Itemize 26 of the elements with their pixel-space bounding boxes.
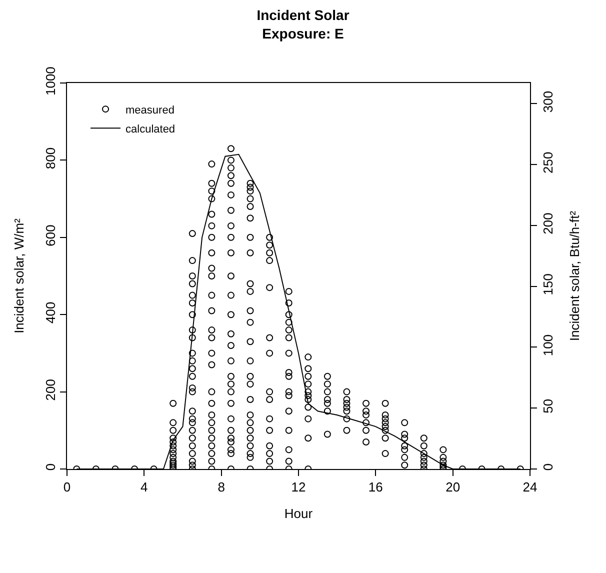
y2-axis-title: Incident solar, Btu/h-ft² [567,210,582,342]
y-tick-label: 0 [42,463,58,471]
x-axis-title: Hour [284,506,314,522]
x-tick-label: 8 [218,480,225,495]
x-tick-label: 20 [446,480,460,495]
legend-label: measured [126,104,174,116]
y-tick-label: 400 [42,302,58,324]
y2-tick-label: 300 [540,90,556,113]
y-axis-title: Incident solar, W/m² [12,218,27,334]
x-tick-label: 12 [291,480,306,495]
y2-tick-label: 100 [540,334,556,356]
chart-title: Incident Solar Exposure: E [256,7,350,42]
y-tick-label: 600 [42,224,58,246]
y-tick-label: 800 [42,147,58,170]
y2-tick-label: 150 [540,274,556,296]
y-tick-label: 1000 [42,66,58,96]
y2-tick-label: 250 [540,152,556,174]
legend-label: calculated [126,123,176,136]
x-tick-label: 4 [140,480,148,495]
y2-tick-label: 0 [540,463,556,471]
x-tick-label: 24 [522,480,538,495]
y2-tick-label: 50 [540,398,556,414]
y-tick-label: 200 [42,379,58,401]
x-tick-label: 0 [63,480,71,495]
y2-tick-label: 200 [540,212,556,234]
x-tick-label: 16 [368,480,383,495]
